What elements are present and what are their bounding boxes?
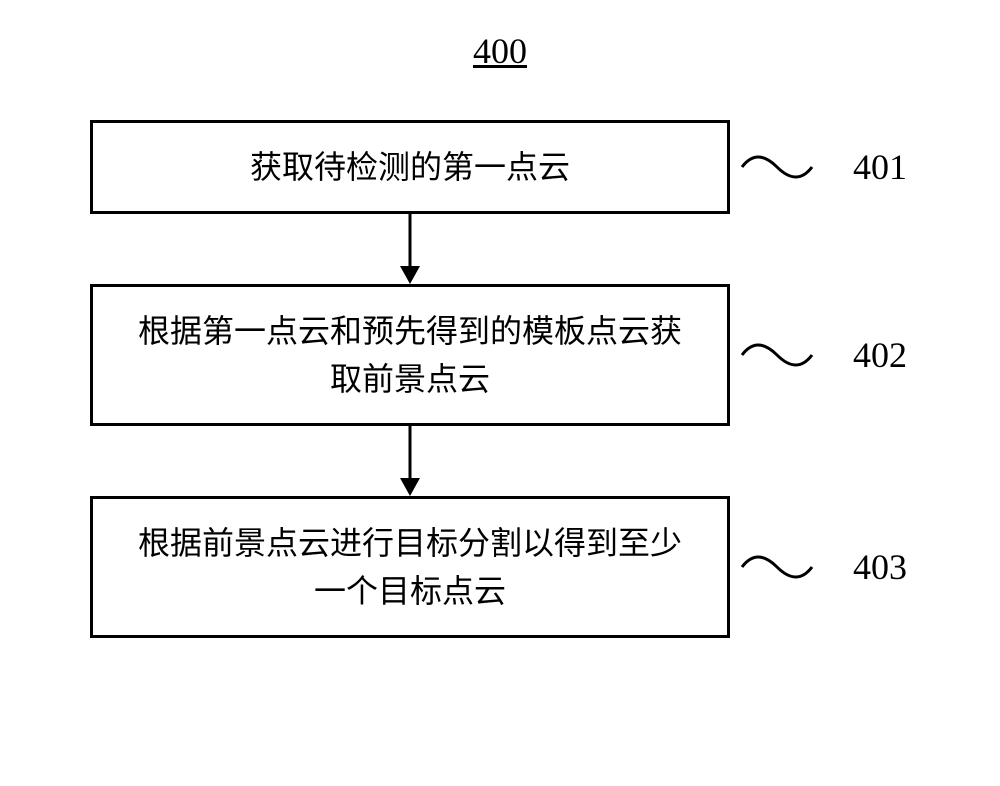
arrow-icon <box>395 214 425 284</box>
step-text-2: 根据第一点云和预先得到的模板点云获取前景点云 <box>138 313 682 397</box>
step-box-1: 获取待检测的第一点云 401 <box>90 120 730 214</box>
step-label-2: 402 <box>853 328 907 382</box>
wave-connector-1 <box>737 147 817 187</box>
step-label-1: 401 <box>853 140 907 194</box>
diagram-title: 400 <box>473 30 527 72</box>
arrow-1-2 <box>90 214 730 284</box>
arrow-icon <box>395 426 425 496</box>
step-text-1: 获取待检测的第一点云 <box>250 149 570 185</box>
flowchart-container: 获取待检测的第一点云 401 根据第一点云和预先得到的模板点云获取前景点云 40… <box>90 120 910 638</box>
arrow-2-3 <box>90 426 730 496</box>
step-label-3: 403 <box>853 540 907 594</box>
step-box-2: 根据第一点云和预先得到的模板点云获取前景点云 402 <box>90 284 730 426</box>
wave-connector-2 <box>737 335 817 375</box>
step-text-3: 根据前景点云进行目标分割以得到至少一个目标点云 <box>138 525 682 609</box>
wave-connector-3 <box>737 547 817 587</box>
step-box-3: 根据前景点云进行目标分割以得到至少一个目标点云 403 <box>90 496 730 638</box>
